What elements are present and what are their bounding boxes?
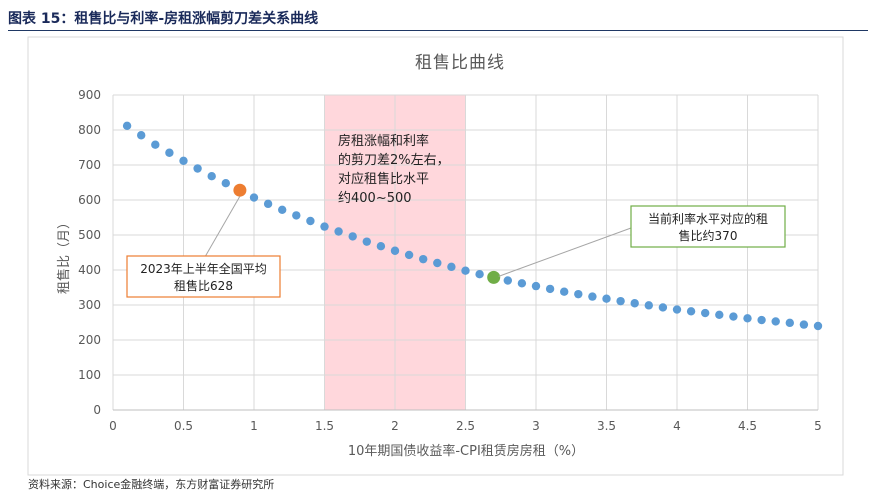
- data-point: [574, 289, 583, 299]
- y-tick-label: 100: [78, 368, 101, 382]
- data-point: [729, 312, 738, 321]
- y-tick-label: 400: [78, 263, 101, 277]
- data-point: [588, 292, 597, 301]
- highlight-point: [233, 183, 247, 197]
- data-point: [545, 284, 555, 294]
- data-point: [334, 227, 343, 236]
- figure-title: 图表 15：租售比与利率-房租涨幅剪刀差关系曲线: [8, 11, 319, 27]
- y-tick-label: 800: [78, 123, 101, 137]
- data-point: [771, 317, 780, 326]
- y-tick-label: 900: [78, 88, 101, 102]
- data-point: [630, 299, 639, 308]
- data-point: [390, 246, 400, 255]
- data-point: [672, 305, 682, 314]
- data-point: [306, 216, 315, 226]
- x-tick-label: 0.5: [174, 419, 193, 433]
- data-point: [263, 199, 273, 209]
- data-point: [757, 315, 766, 325]
- highlight-point: [487, 270, 501, 284]
- callout-leader-line: [498, 227, 632, 277]
- data-point: [433, 258, 442, 268]
- data-point: [560, 287, 569, 296]
- data-point: [122, 121, 132, 130]
- data-point: [602, 294, 611, 303]
- data-point: [278, 205, 287, 214]
- data-point: [644, 301, 653, 310]
- band-note-text: 对应租售比水平: [338, 171, 429, 187]
- data-point: [701, 308, 710, 318]
- data-point: [658, 303, 668, 312]
- x-tick-label: 5: [814, 419, 822, 433]
- x-tick-label: 3.5: [597, 419, 616, 433]
- data-point: [743, 314, 752, 323]
- x-tick-label: 1.5: [315, 419, 334, 433]
- x-tick-label: 2: [391, 419, 399, 433]
- data-point: [165, 148, 174, 157]
- x-tick-label: 1: [250, 419, 258, 433]
- data-point: [461, 266, 470, 275]
- data-point: [137, 131, 146, 140]
- data-point: [320, 222, 329, 231]
- band-note-text: 约400~500: [338, 191, 412, 206]
- callout-box-current: [630, 205, 786, 248]
- data-point: [193, 164, 202, 173]
- data-point: [517, 279, 527, 288]
- y-tick-label: 700: [78, 158, 101, 172]
- data-point: [292, 211, 301, 220]
- y-tick-label: 600: [78, 193, 101, 207]
- data-point: [151, 140, 160, 149]
- callout-text: 当前利率水平对应的租: [648, 211, 768, 226]
- data-point: [785, 318, 794, 328]
- data-point: [813, 321, 823, 331]
- x-tick-label: 0: [109, 419, 117, 433]
- callout-text: 2023年上半年全国平均: [140, 261, 267, 276]
- data-point: [179, 156, 188, 165]
- y-tick-label: 200: [78, 333, 101, 347]
- chart-title: 租售比曲线: [415, 53, 505, 73]
- y-tick-label: 0: [93, 403, 101, 417]
- data-point: [475, 270, 484, 279]
- data-point: [376, 242, 386, 251]
- data-point: [686, 307, 696, 316]
- y-tick-label: 300: [78, 298, 101, 312]
- callout-box-avg: [126, 255, 281, 298]
- band-note-text: 房租涨幅和利率: [338, 133, 429, 149]
- data-point: [362, 237, 371, 246]
- x-tick-label: 4: [673, 419, 681, 433]
- data-point: [207, 172, 216, 181]
- x-tick-label: 3: [532, 419, 540, 433]
- data-point: [404, 250, 414, 260]
- data-point: [221, 179, 230, 188]
- data-point: [249, 193, 259, 202]
- x-tick-label: 2.5: [456, 419, 475, 433]
- data-point: [799, 320, 809, 329]
- y-tick-label: 500: [78, 228, 101, 242]
- y-axis-label: 租售比（月）: [56, 216, 72, 294]
- data-point: [419, 254, 428, 264]
- callout-text: 售比约370: [679, 228, 738, 243]
- callout-text: 租售比628: [174, 278, 233, 293]
- source-note: 资料来源：Choice金融终端，东方财富证券研究所: [28, 478, 275, 491]
- data-point: [715, 310, 724, 319]
- callout-leader-line: [205, 195, 241, 257]
- data-point: [503, 276, 512, 285]
- x-axis-label: 10年期国债收益率-CPI租赁房房租（%）: [348, 443, 584, 459]
- data-point: [531, 281, 541, 291]
- data-point: [447, 262, 456, 272]
- x-tick-label: 4.5: [738, 419, 757, 433]
- data-point: [616, 296, 625, 306]
- data-point: [348, 232, 357, 241]
- band-note-text: 的剪刀差2%左右，: [338, 152, 450, 168]
- title-rule: [8, 30, 868, 31]
